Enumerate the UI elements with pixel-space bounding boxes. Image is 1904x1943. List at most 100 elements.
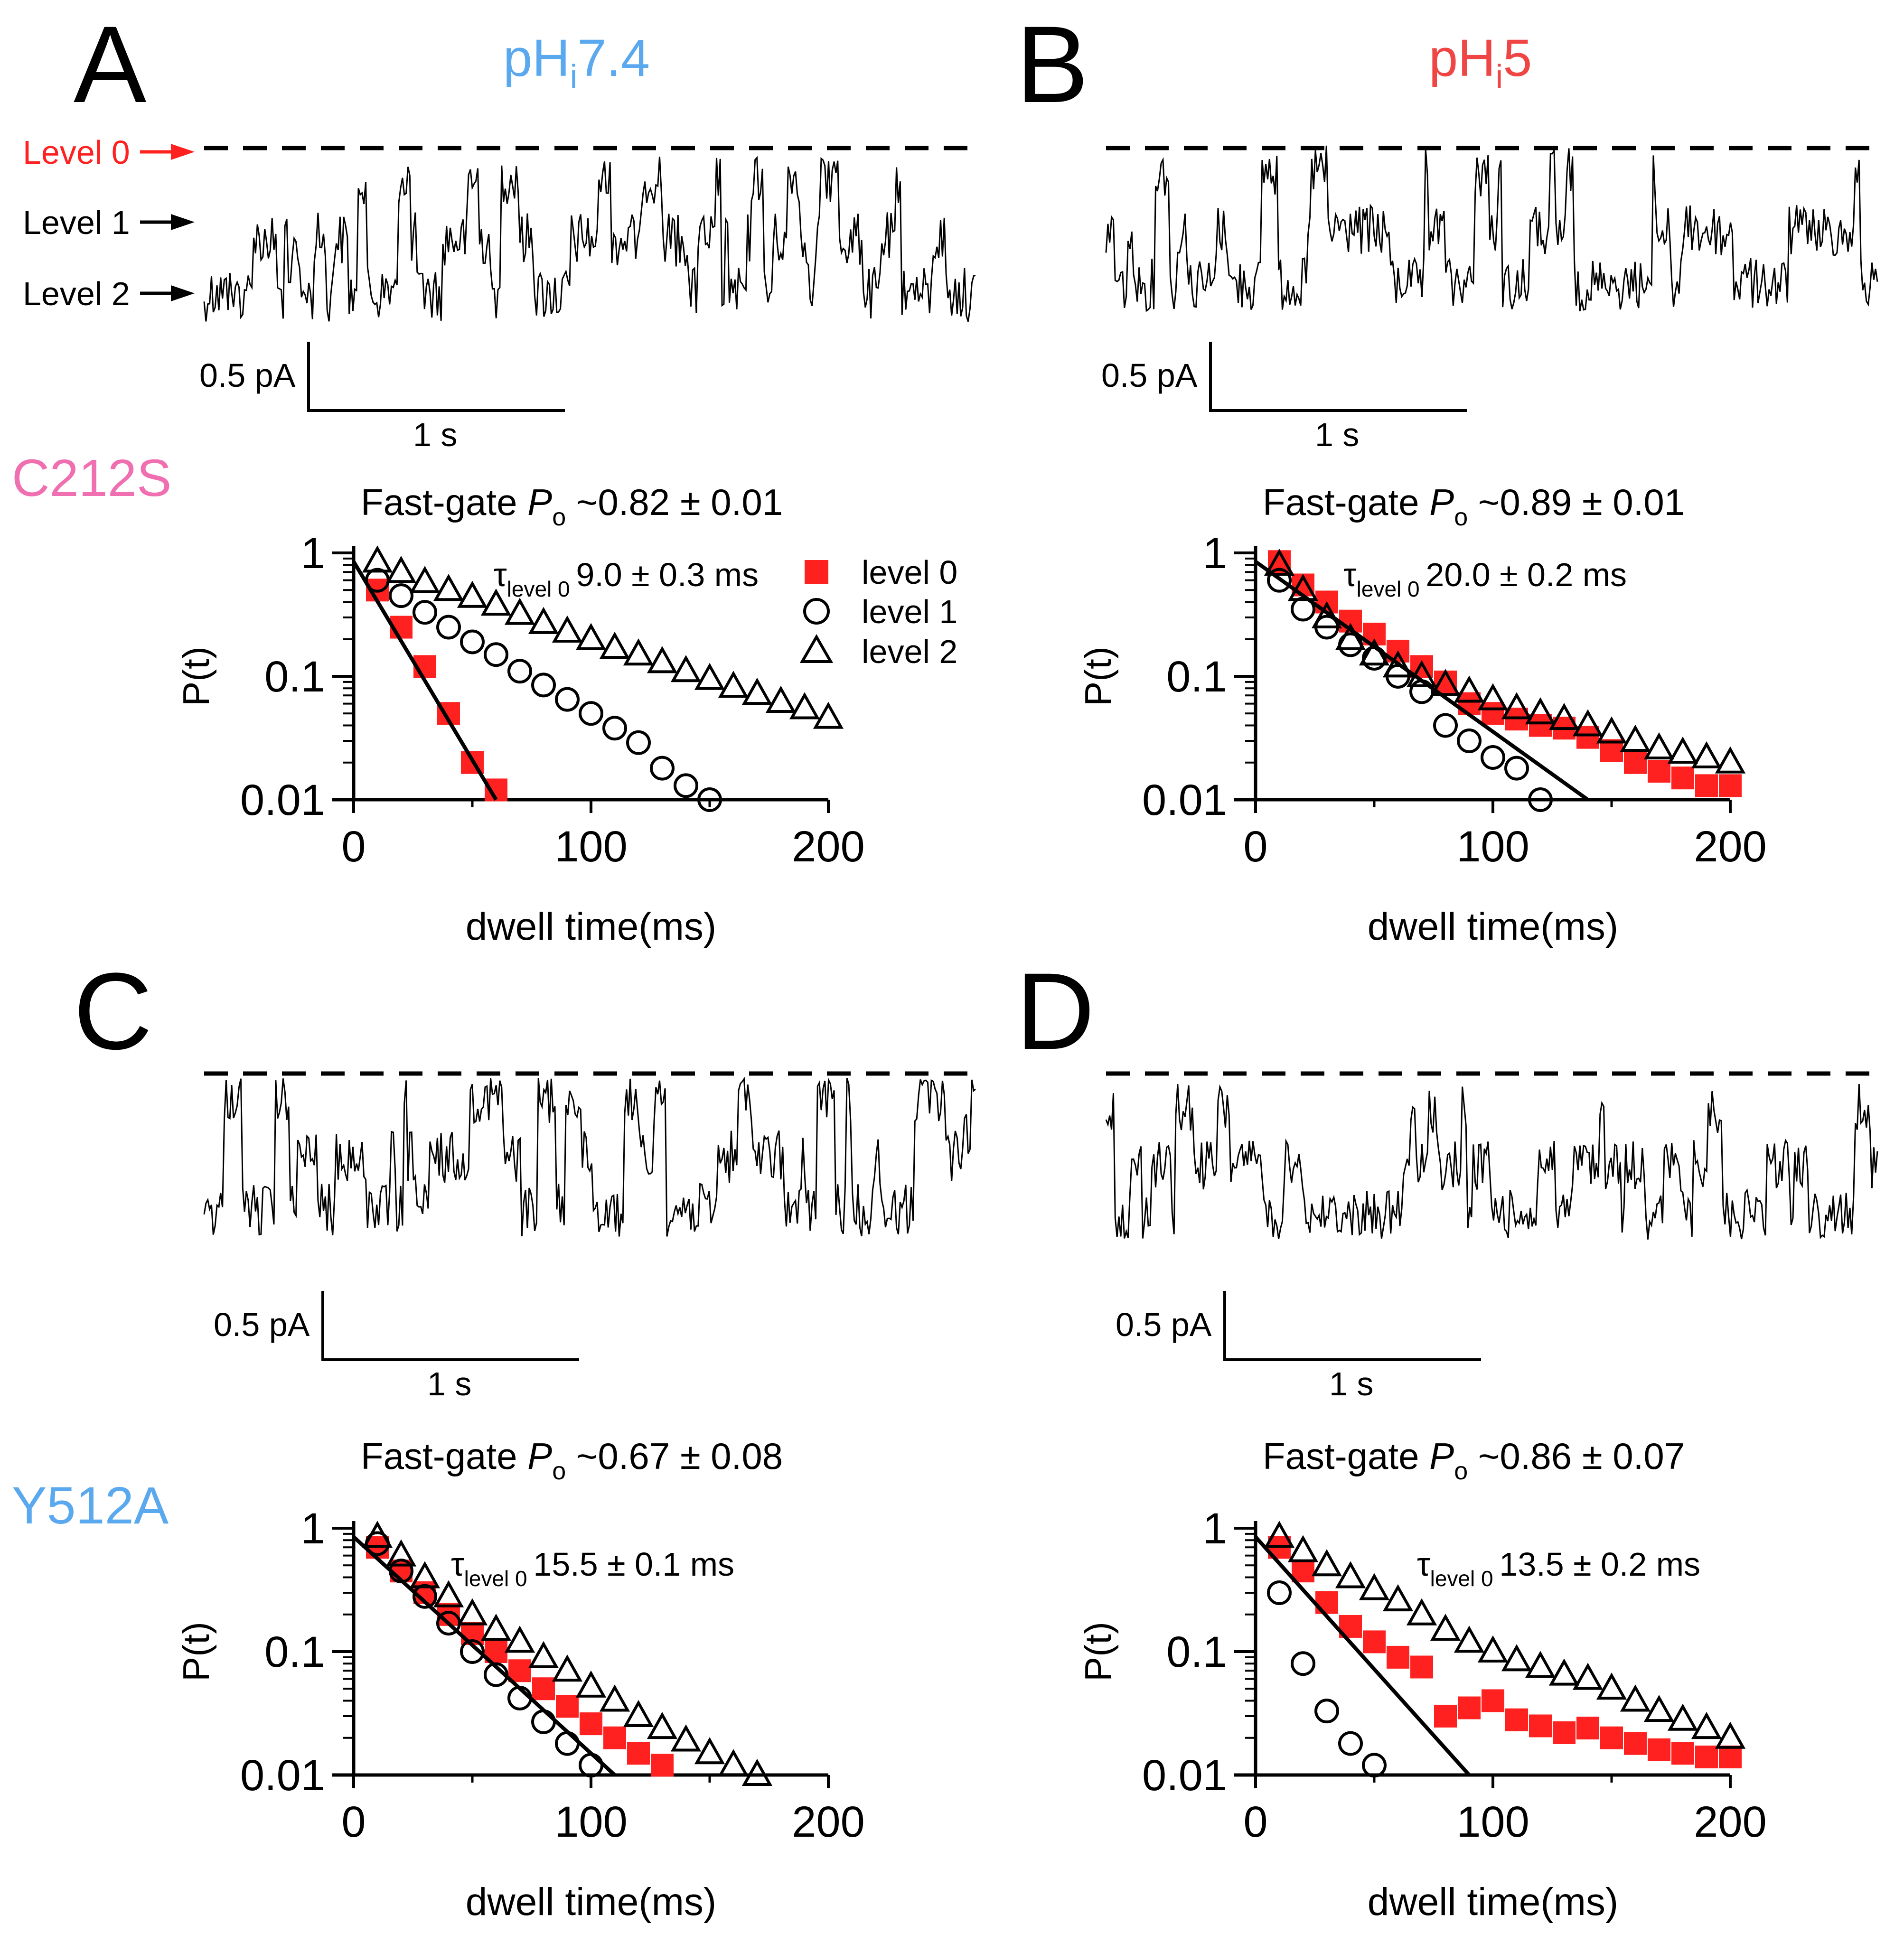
plot-title-sub: o: [552, 1457, 566, 1485]
level-0-arrowhead: [171, 144, 195, 160]
plot-title-sub: o: [1454, 504, 1468, 531]
tau-symbol: τ: [451, 1546, 464, 1583]
level2-triangle-marker: [599, 1684, 630, 1712]
level2-triangle-marker: [1454, 1625, 1485, 1653]
level2-triangle-marker: [1596, 1672, 1627, 1700]
x-tick-label: 200: [792, 822, 865, 871]
level1-circle-marker: [1528, 787, 1553, 812]
y-tick-label: 0.1: [1166, 1628, 1227, 1676]
level2-triangle-marker: [1667, 1703, 1698, 1731]
x-tick-label: 0: [341, 1798, 366, 1846]
legend-marker-level0: [805, 560, 828, 584]
plot-title: Fast-gate Po ~0.86 ± 0.07: [1263, 1435, 1685, 1485]
tau-sub: level 0: [464, 1566, 534, 1591]
level0-square-marker: [1719, 774, 1742, 797]
level2-triangle-marker: [623, 1700, 654, 1727]
scale-bar-time-b: 1 s: [1315, 416, 1359, 453]
y-tick-label: 0.01: [1142, 1751, 1227, 1800]
level2-triangle-marker: [575, 623, 607, 650]
level2-triangle-marker: [409, 566, 441, 593]
level1-circle-marker: [1267, 568, 1292, 593]
level2-triangle-marker: [1501, 1644, 1532, 1672]
y-tick-label: 1: [301, 529, 325, 578]
plot-title-prefix: Fast-gate: [361, 481, 527, 523]
tau-value: 13.5 ± 0.2 ms: [1499, 1546, 1700, 1583]
x-tick-label: 100: [1456, 822, 1529, 871]
level2-triangle-marker: [741, 677, 773, 705]
plot-title-symbol: P: [527, 481, 552, 523]
y-axis-label: P(t): [1077, 1622, 1119, 1681]
level2-triangle-marker: [1264, 1521, 1295, 1548]
tau-annotation: τlevel 0 13.5 ± 0.2 ms: [1417, 1546, 1700, 1591]
legend-label: level 2: [862, 633, 957, 670]
level2-triangle-marker: [1525, 697, 1556, 725]
level2-triangle-marker: [1382, 650, 1414, 678]
level2-triangle-marker: [1643, 732, 1675, 760]
plot-title-symbol: P: [1429, 1435, 1454, 1477]
plot-title-prefix: Fast-gate: [361, 1435, 527, 1477]
level0-square-marker: [1458, 1696, 1481, 1719]
level2-triangle-marker: [599, 631, 630, 659]
level2-triangle-marker: [1454, 675, 1485, 703]
plot-title-symbol: P: [527, 1435, 552, 1477]
y-axis-label: P(t): [175, 646, 217, 706]
scale-bar-current-d: 0.5 pA: [1116, 1306, 1212, 1343]
level2-triangle-marker: [409, 1561, 441, 1588]
level2-triangle-marker: [433, 1580, 464, 1607]
level2-triangle-marker: [552, 615, 583, 643]
dwell-time-plot-c: Fast-gate Po ~0.67 ± 0.08 0 100 200 1 0.1 0.01…: [175, 1435, 865, 1924]
level0-square-marker: [508, 1659, 531, 1682]
x-tick-label: 200: [1694, 822, 1767, 871]
level2-triangle-marker: [457, 580, 488, 608]
tau-sub: level 0: [1357, 577, 1426, 601]
level0-fit-line: [1254, 1535, 1471, 1776]
level2-triangle-marker: [1311, 1549, 1342, 1577]
level0-square-marker: [1315, 1591, 1338, 1614]
x-axis-label: dwell time(ms): [1368, 1880, 1618, 1924]
level2-triangle-marker: [504, 598, 535, 625]
x-tick-label: 100: [554, 1798, 628, 1846]
condition-left-ph: pH: [503, 29, 570, 87]
legend-marker-level2: [799, 634, 834, 663]
x-tick-label: 100: [554, 822, 628, 871]
level-0-label: Level 0: [23, 134, 130, 171]
level1-circle-marker: [531, 673, 556, 698]
level0-square-marker: [1719, 1746, 1742, 1769]
level0-square-marker: [1671, 766, 1694, 790]
level2-triangle-marker: [647, 646, 678, 673]
dwell-time-plot-a: Fast-gate Po ~0.82 ± 0.01 0 100 200 1 0.1 0.01…: [175, 481, 957, 948]
level1-circle-marker: [650, 756, 675, 781]
tau-annotation: τlevel 0 9.0 ± 0.3 ms: [494, 556, 759, 601]
scale-bar-time-d: 1 s: [1329, 1365, 1373, 1402]
level2-triangle-marker: [718, 1749, 749, 1776]
level0-square-marker: [1505, 1708, 1528, 1731]
level2-triangle-marker: [1430, 669, 1461, 696]
dwell-time-plot-b: Fast-gate Po ~0.89 ± 0.01 0 100 200 1 0.1 0.01…: [1077, 481, 1767, 948]
level1-circle-marker: [484, 642, 508, 667]
level1-circle-marker: [1314, 1699, 1339, 1724]
level2-triangle-marker: [1335, 623, 1366, 650]
level0-square-marker: [1600, 1726, 1623, 1749]
level1-circle-marker: [389, 583, 413, 608]
level2-triangle-marker: [362, 545, 393, 573]
plot-title: Fast-gate Po ~0.89 ± 0.01: [1263, 481, 1685, 531]
level2-triangle-marker: [670, 1724, 702, 1752]
level2-triangle-marker: [1643, 1695, 1675, 1722]
plot-title: Fast-gate Po ~0.82 ± 0.01: [361, 481, 783, 531]
level1-circle-marker: [413, 600, 437, 625]
y-axis-label: P(t): [175, 1622, 217, 1681]
tau-symbol: τ: [1417, 1546, 1430, 1583]
level-2-label: Level 2: [23, 275, 130, 312]
level2-triangle-marker: [1477, 683, 1509, 710]
level0-square-marker: [532, 1677, 555, 1700]
level-1-label: Level 1: [23, 204, 130, 241]
level0-square-marker: [556, 1695, 579, 1718]
level0-square-marker: [603, 1726, 626, 1749]
level1-circle-marker: [1291, 1651, 1315, 1676]
condition-right-header: pHi5: [1429, 29, 1532, 95]
level1-circle-marker: [1362, 1753, 1387, 1778]
scale-bar-current-c: 0.5 pA: [214, 1306, 310, 1343]
panel-label-d: D: [1016, 950, 1095, 1072]
level2-triangle-marker: [718, 671, 749, 698]
level2-triangle-marker: [528, 607, 559, 634]
